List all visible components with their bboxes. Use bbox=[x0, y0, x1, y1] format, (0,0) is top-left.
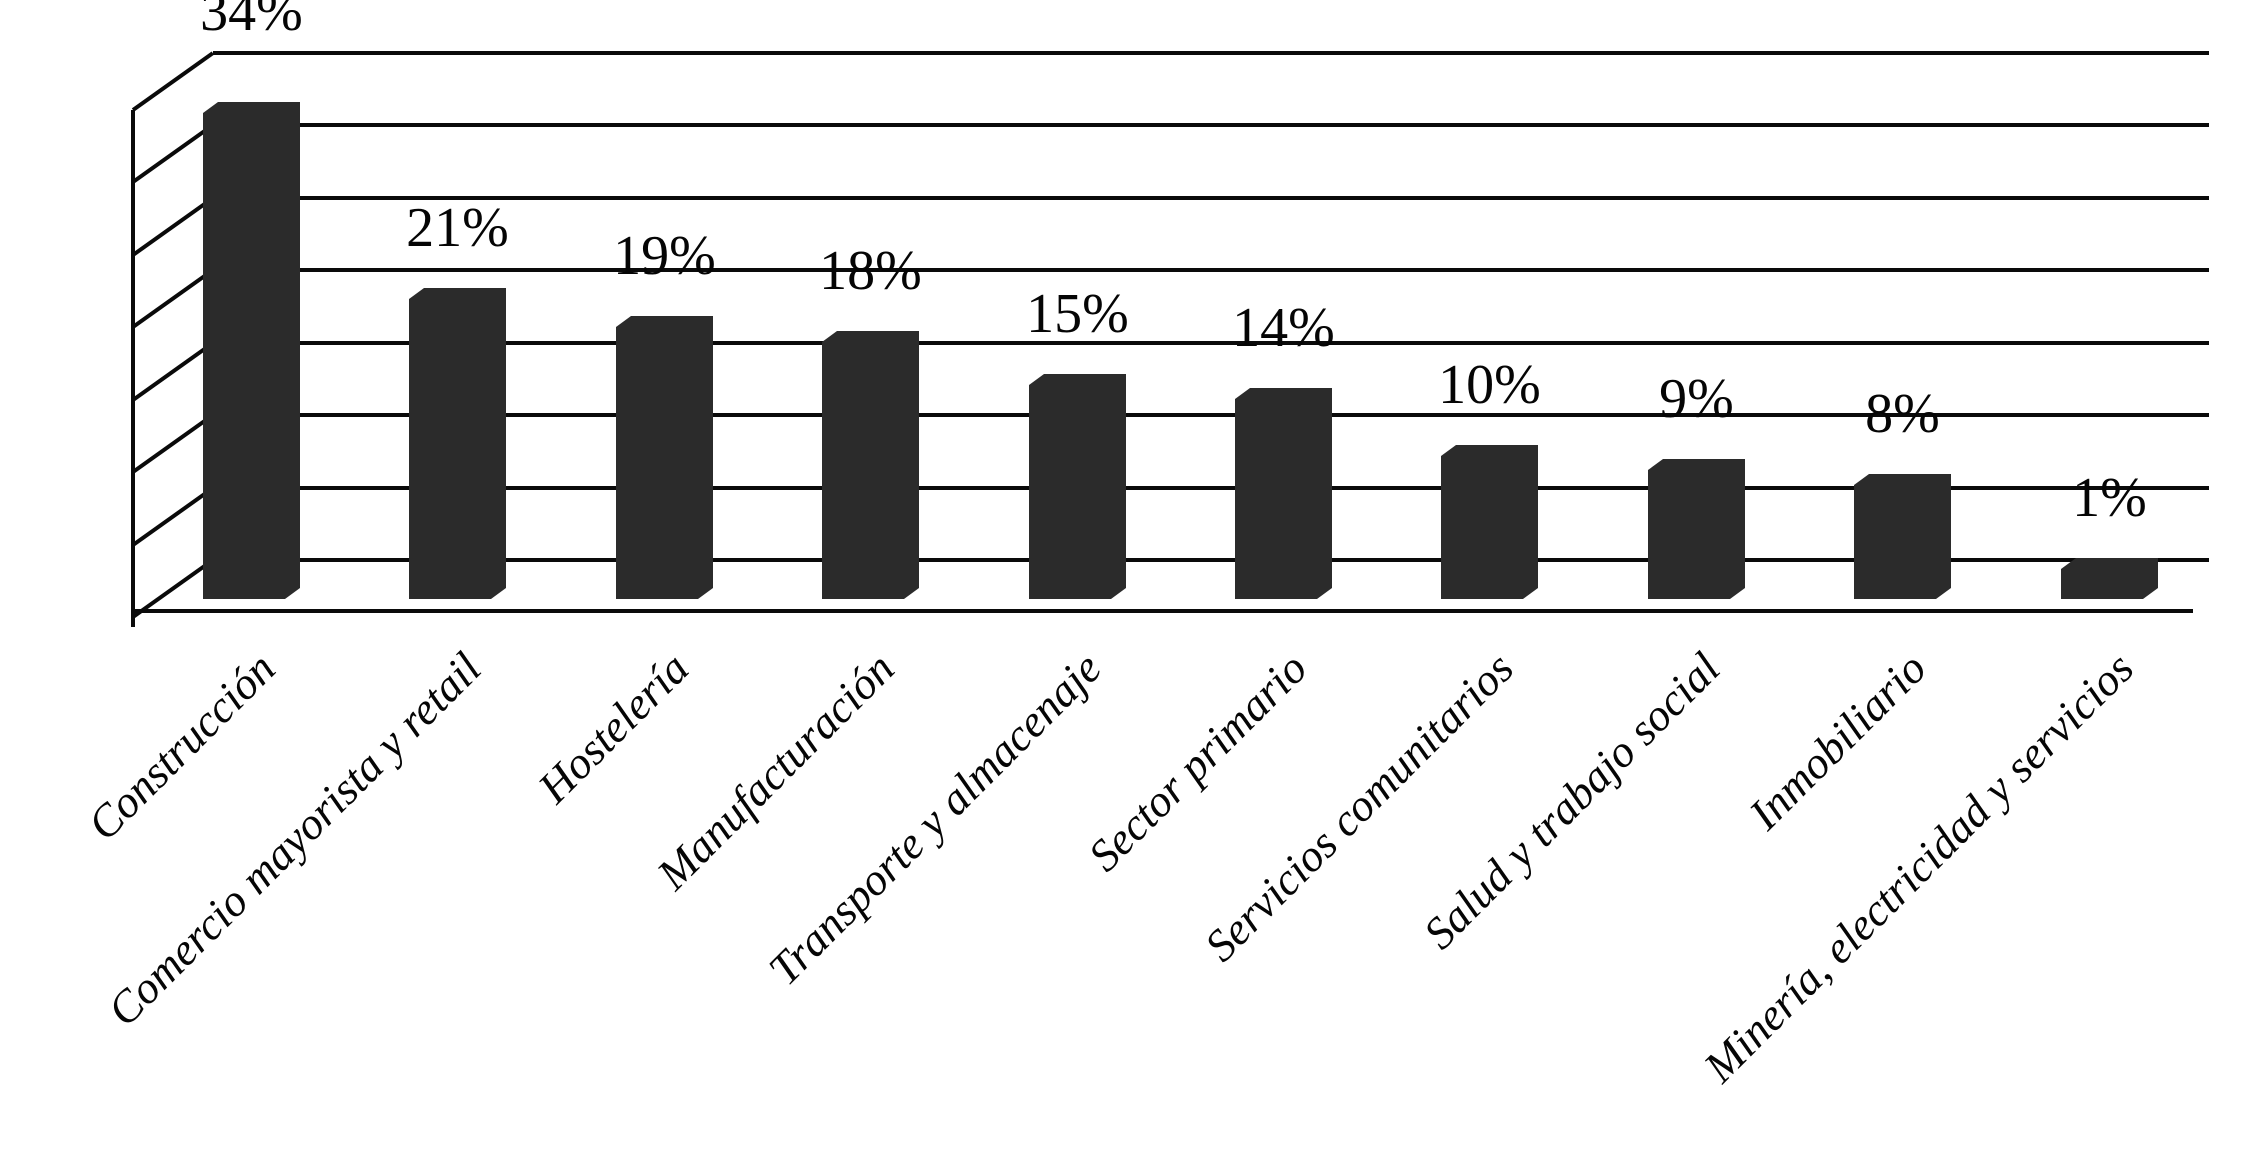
left-wall-hatch-line bbox=[131, 341, 214, 402]
x-axis-category-label: Sector primario bbox=[1078, 642, 1317, 881]
bar[interactable] bbox=[1235, 388, 1332, 599]
x-axis-category-label: Comercio mayorista y retail bbox=[98, 642, 491, 1036]
bar[interactable] bbox=[1441, 445, 1538, 599]
bar[interactable] bbox=[616, 316, 713, 599]
bar-value-label: 18% bbox=[819, 240, 922, 302]
bar[interactable] bbox=[1854, 474, 1951, 599]
y-axis-line bbox=[131, 110, 135, 627]
gridline bbox=[213, 341, 2209, 345]
bar-value-label: 34% bbox=[200, 0, 303, 43]
left-wall-hatch-line bbox=[131, 268, 214, 329]
bar[interactable] bbox=[1648, 459, 1745, 599]
left-wall-hatch-line bbox=[131, 196, 214, 257]
bar[interactable] bbox=[409, 288, 506, 599]
bar-value-label: 10% bbox=[1438, 354, 1541, 416]
gridline bbox=[213, 196, 2209, 200]
bar-value-label: 8% bbox=[1865, 383, 1940, 445]
gridline bbox=[213, 123, 2209, 127]
bar[interactable] bbox=[822, 331, 919, 599]
bar[interactable] bbox=[2061, 558, 2158, 599]
bar-value-label: 15% bbox=[1026, 283, 1129, 345]
gridline bbox=[213, 558, 2209, 562]
gridline bbox=[213, 486, 2209, 490]
bar-value-label: 1% bbox=[2072, 467, 2147, 529]
x-axis-category-label: Minería, electricidad y servicios bbox=[1693, 642, 2143, 1092]
gridline bbox=[213, 268, 2209, 272]
left-wall-hatch-line bbox=[131, 413, 214, 474]
left-wall-hatch-line bbox=[131, 51, 214, 112]
left-wall-hatch-line bbox=[131, 486, 214, 547]
x-axis-category-label: Construcción bbox=[77, 642, 285, 850]
bar[interactable] bbox=[1029, 374, 1126, 599]
x-axis-category-label: Inmobiliario bbox=[1739, 642, 1936, 840]
bar-value-label: 14% bbox=[1232, 297, 1335, 359]
bar-value-label: 21% bbox=[406, 197, 509, 259]
x-axis-line bbox=[131, 609, 2193, 613]
gridline bbox=[213, 413, 2209, 417]
chart-top-frame-line bbox=[213, 51, 2209, 55]
left-wall-hatch-line bbox=[131, 123, 214, 184]
bar-value-label: 9% bbox=[1659, 368, 1734, 430]
x-axis-category-label: Hostelería bbox=[528, 642, 698, 813]
bar[interactable] bbox=[203, 102, 300, 599]
bar-value-label: 19% bbox=[613, 225, 716, 287]
